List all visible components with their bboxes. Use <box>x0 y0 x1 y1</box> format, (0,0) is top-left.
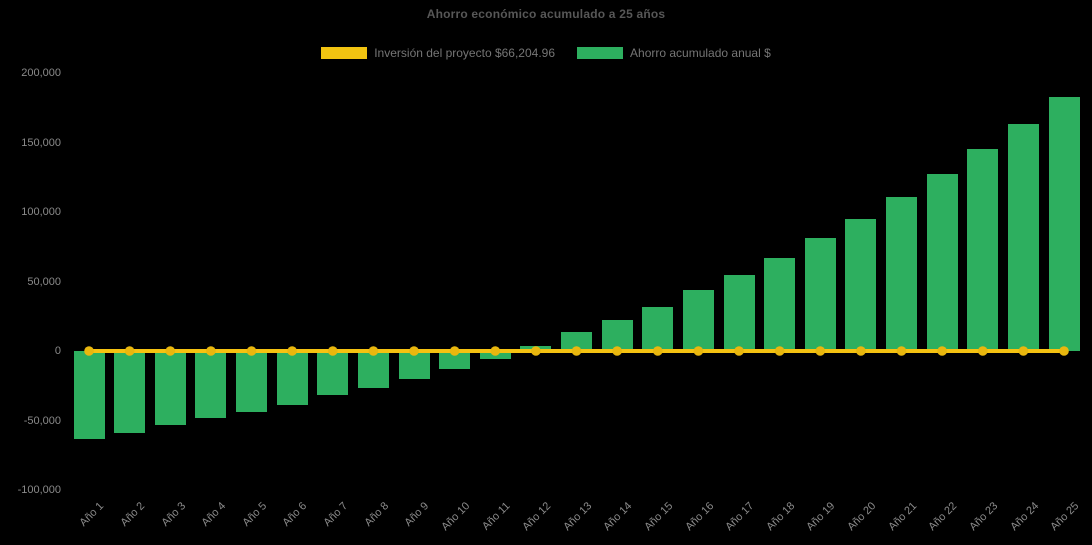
bar-año-10 <box>439 351 471 370</box>
legend: Inversión del proyecto $66,204.96 Ahorro … <box>0 46 1092 60</box>
x-axis-label: Año 5 <box>240 500 270 529</box>
bar-año-8 <box>357 351 389 388</box>
bar-año-3 <box>154 351 186 426</box>
bar-año-16 <box>682 289 714 351</box>
x-axis-label: Año 12 <box>520 500 554 534</box>
x-axis-label: Año 3 <box>158 500 188 529</box>
legend-label: Inversión del proyecto $66,204.96 <box>374 46 556 60</box>
bar-año-4 <box>195 351 227 418</box>
bar-año-17 <box>723 274 755 351</box>
x-axis-label: Año 20 <box>845 500 879 534</box>
bar-año-22 <box>926 174 958 351</box>
x-axis-label: Año 22 <box>926 500 960 534</box>
bar-año-12 <box>520 346 552 351</box>
bar-año-6 <box>276 351 308 405</box>
bar-año-11 <box>479 351 511 359</box>
bar-año-14 <box>601 320 633 351</box>
x-axis-label: Año 13 <box>560 500 595 534</box>
legend-label: Ahorro acumulado anual $ <box>630 46 771 60</box>
x-axis-label: Año 4 <box>199 500 229 529</box>
bar-año-21 <box>886 197 917 351</box>
x-axis-label: Año 7 <box>321 500 351 529</box>
chart-title: Ahorro económico acumulado a 25 años <box>426 7 666 21</box>
x-axis-label: Año 21 <box>885 500 920 534</box>
x-axis-label: Año 11 <box>480 500 513 533</box>
y-axis-label: -100,000 <box>17 484 61 496</box>
x-axis-label: Año 15 <box>642 500 676 534</box>
x-axis-label: Año 14 <box>601 500 635 534</box>
x-axis-label: Año 16 <box>682 500 716 534</box>
x-axis-label: Año 8 <box>362 500 391 529</box>
bar-año-1 <box>73 351 105 440</box>
bar-año-15 <box>642 306 674 351</box>
x-axis-label: Año 18 <box>763 500 798 534</box>
bar-año-13 <box>561 332 592 351</box>
x-axis-label: Año 17 <box>723 500 757 534</box>
legend-swatch <box>321 47 368 59</box>
x-axis-label: Año 25 <box>1048 500 1082 534</box>
x-axis-label: Año 24 <box>1007 500 1041 534</box>
bar-año-23 <box>967 149 999 351</box>
x-axis-label: Año 6 <box>280 500 310 529</box>
y-axis-label: 50,000 <box>27 275 61 288</box>
bar-año-20 <box>845 218 877 351</box>
x-axis-label: Año 19 <box>804 500 838 534</box>
legend-item-0: Inversión del proyecto $66,204.96 <box>321 46 555 60</box>
legend-swatch <box>577 47 624 59</box>
x-axis-label: Año 1 <box>77 500 107 529</box>
x-axis-label: Año 23 <box>967 500 1001 534</box>
bar-año-19 <box>804 238 836 351</box>
bar-año-25 <box>1048 96 1080 351</box>
bar-año-9 <box>398 351 430 379</box>
bar-año-5 <box>236 351 267 413</box>
x-axis-label: Año 10 <box>438 500 473 534</box>
y-axis-label: 100,000 <box>21 206 61 218</box>
bar-año-2 <box>114 351 146 433</box>
bar-año-7 <box>317 351 349 396</box>
bar-año-18 <box>764 257 796 351</box>
y-axis-label: 200,000 <box>21 67 61 79</box>
x-axis-label: Año 2 <box>118 500 148 529</box>
legend-item-1: Ahorro acumulado anual $ <box>577 46 771 60</box>
x-axis-label: Año 9 <box>402 500 432 529</box>
bar-año-24 <box>1007 124 1039 351</box>
y-axis-label: -50,000 <box>23 414 61 427</box>
y-axis-label: 0 <box>54 345 61 357</box>
y-axis-label: 150,000 <box>21 136 61 149</box>
